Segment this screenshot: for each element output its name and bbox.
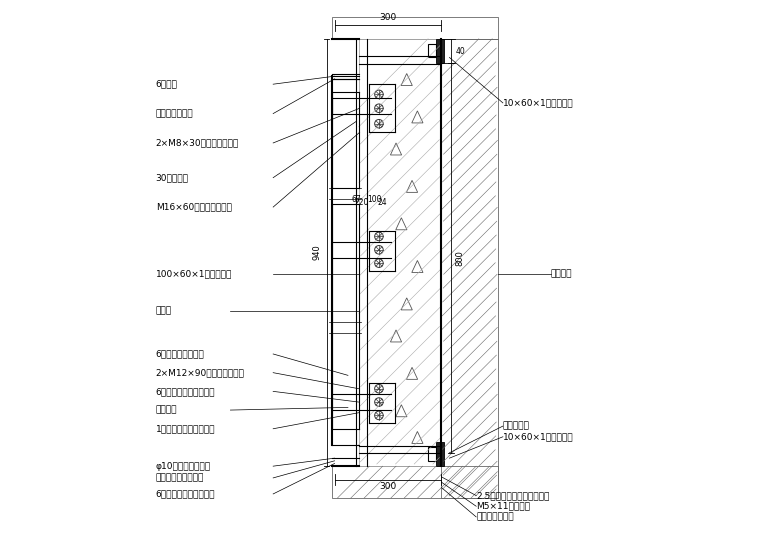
Bar bbox=[428, 447, 436, 461]
Text: 100: 100 bbox=[367, 194, 382, 204]
Text: φ10聚乙稀发泡塑料: φ10聚乙稀发泡塑料 bbox=[156, 462, 211, 470]
Text: 2.5厚敷铝锌板折制凸叶边框: 2.5厚敷铝锌板折制凸叶边框 bbox=[477, 491, 549, 500]
Text: 300: 300 bbox=[379, 13, 397, 21]
Bar bbox=[436, 442, 444, 466]
Text: 6厚石材专用铝合金挂件: 6厚石材专用铝合金挂件 bbox=[156, 489, 215, 498]
Text: 6厚耐候密封胶嵌作: 6厚耐候密封胶嵌作 bbox=[156, 350, 204, 359]
Text: 300: 300 bbox=[379, 482, 397, 491]
Text: 10×60×1镀锌钢方管: 10×60×1镀锌钢方管 bbox=[503, 98, 574, 107]
Text: 2×M12×90不锈钢对穿螺栓: 2×M12×90不锈钢对穿螺栓 bbox=[156, 368, 245, 377]
Text: M5×11固心螺钉: M5×11固心螺钉 bbox=[477, 502, 530, 511]
Text: 10×60×1镀锌钢方管: 10×60×1镀锌钢方管 bbox=[503, 432, 574, 441]
Text: 40: 40 bbox=[456, 47, 466, 55]
Text: 220: 220 bbox=[354, 198, 369, 207]
Text: M16×60不锈钢射紧螺栓: M16×60不锈钢射紧螺栓 bbox=[156, 202, 232, 212]
Text: 800: 800 bbox=[456, 250, 465, 266]
Text: 石材专用密封填缝胶: 石材专用密封填缝胶 bbox=[156, 474, 204, 482]
Text: 预埋件: 预埋件 bbox=[156, 307, 172, 316]
Text: 24: 24 bbox=[378, 198, 388, 207]
Bar bbox=[436, 39, 444, 63]
Text: 2×M8×30不锈钢对穿螺栓: 2×M8×30不锈钢对穿螺栓 bbox=[156, 139, 239, 148]
Text: 1厚铝合金石材专用挂件: 1厚铝合金石材专用挂件 bbox=[156, 424, 215, 433]
Text: 100×60×1镀锌钢方管: 100×60×1镀锌钢方管 bbox=[156, 270, 232, 278]
Text: 30厚岩棉板: 30厚岩棉板 bbox=[156, 173, 188, 182]
Text: 6号角钢: 6号角钢 bbox=[156, 79, 178, 89]
Text: 67: 67 bbox=[352, 194, 361, 204]
Text: 敷铝锌钢台叶片: 敷铝锌钢台叶片 bbox=[477, 512, 514, 521]
Text: 6厚铝合金石材专用挂件: 6厚铝合金石材专用挂件 bbox=[156, 387, 215, 396]
Text: 上结架体: 上结架体 bbox=[551, 270, 572, 278]
Text: 内侧橡皮塞: 内侧橡皮塞 bbox=[503, 422, 530, 431]
Text: 导截面钢: 导截面钢 bbox=[156, 405, 177, 415]
Bar bbox=[428, 44, 436, 57]
Text: 940: 940 bbox=[312, 244, 321, 260]
Text: 石材专用密封胶: 石材专用密封胶 bbox=[156, 109, 193, 118]
